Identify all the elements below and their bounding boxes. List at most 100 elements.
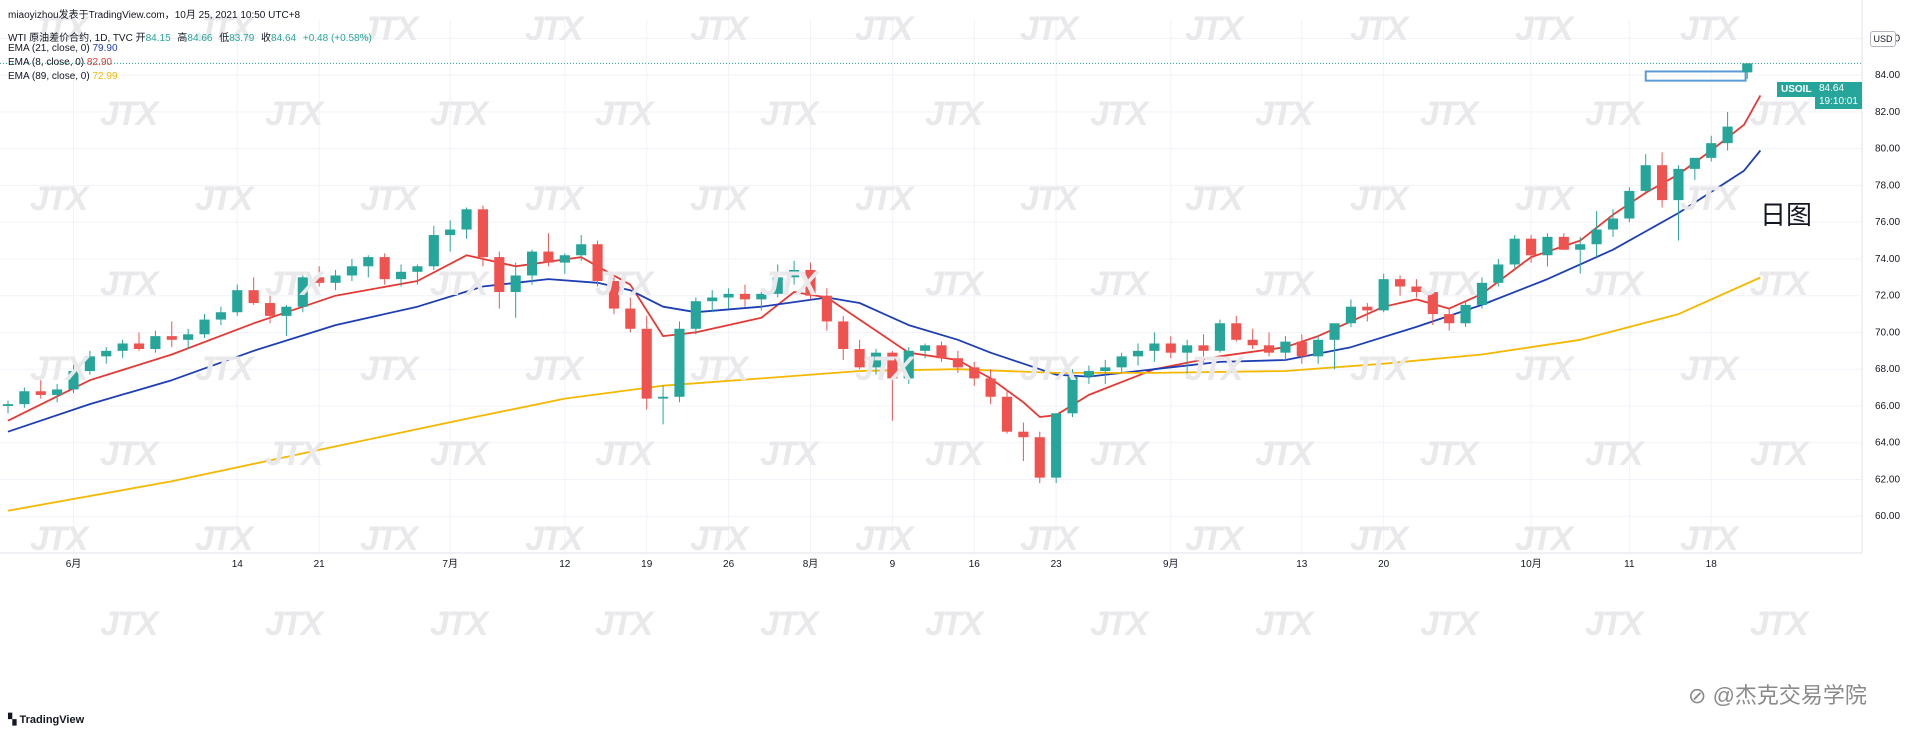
time-tick-label: 23 <box>1051 559 1063 570</box>
watermark-text: JTX <box>690 350 748 388</box>
candle-body <box>887 352 898 379</box>
watermark-text: JTX <box>1185 350 1243 388</box>
symbol-ohlc-line: WTI 原油差价合约, 1D, TVC 开84.15 高84.66 低83.79… <box>8 29 372 44</box>
time-tick-label: 18 <box>1706 559 1718 570</box>
watermark-text: JTX <box>100 435 158 473</box>
candle-body <box>543 251 554 263</box>
candle-body <box>379 257 390 280</box>
candle-body <box>1001 396 1013 432</box>
watermark-text: JTX <box>1255 435 1313 473</box>
indicator-label: EMA (89, close, 0) <box>8 71 90 82</box>
watermark-text: JTX <box>690 10 748 48</box>
watermark-text: JTX <box>690 180 748 218</box>
watermark-text: JTX <box>525 350 583 388</box>
watermark-text: JTX <box>30 350 88 388</box>
watermark-text: JTX <box>100 95 158 133</box>
candle-body <box>1607 218 1619 230</box>
candle-body <box>1378 279 1389 311</box>
watermark-text: JTX <box>1090 265 1148 303</box>
time-tick-label: 13 <box>1296 559 1308 570</box>
candle-body <box>559 255 570 263</box>
candle-body <box>395 271 407 280</box>
watermark-text: JTX <box>1020 180 1078 218</box>
candle-body <box>1051 413 1062 478</box>
watermark-text: JTX <box>30 10 88 48</box>
candle-body <box>1247 339 1258 346</box>
watermark-text: JTX <box>760 95 818 133</box>
watermark-text: JTX <box>1585 605 1643 643</box>
candle-body <box>1476 282 1488 305</box>
time-tick-label: 21 <box>314 559 326 570</box>
candle-body <box>84 356 95 372</box>
price-tick-label: 66.00 <box>1875 401 1900 412</box>
candle-body <box>739 293 751 300</box>
candle-body <box>330 275 341 283</box>
watermark-text: JTX <box>925 435 983 473</box>
candle-body <box>1444 314 1455 324</box>
candle-body <box>297 277 308 307</box>
candle-body <box>1083 371 1094 377</box>
watermark-text: JTX <box>525 180 583 218</box>
watermark-text: JTX <box>1185 180 1243 218</box>
watermark-text: JTX <box>360 520 418 558</box>
tradingview-logo-icon: ▚ <box>8 714 17 726</box>
candle-body <box>1722 126 1733 144</box>
price-tick-label: 60.00 <box>1875 511 1900 522</box>
price-tick-label: 82.00 <box>1875 107 1900 118</box>
time-tick-label: 7月 <box>442 558 458 570</box>
candle-body <box>117 343 128 351</box>
high-value: 84.66 <box>187 33 213 44</box>
candle-body <box>1509 238 1520 265</box>
candle-body <box>1542 236 1553 256</box>
candle-body <box>1198 345 1209 351</box>
watermark-text: JTX <box>1020 520 1078 558</box>
indicator-ema89[interactable]: EMA (89, close, 0) 72.99 <box>8 71 118 82</box>
watermark-text: JTX <box>195 520 253 558</box>
indicator-ema8[interactable]: EMA (8, close, 0) 82.90 <box>8 57 112 68</box>
tradingview-logo[interactable]: ▚ TradingView <box>8 713 84 726</box>
watermark-text: JTX <box>1515 350 1573 388</box>
candle-body <box>248 290 259 304</box>
price-tag-price: 84.64 <box>1819 83 1845 94</box>
low-label: 低 <box>219 33 230 44</box>
watermark-text: JTX <box>1680 180 1738 218</box>
indicator-ema21[interactable]: EMA (21, close, 0) 79.90 <box>8 43 118 54</box>
candle-body <box>166 336 177 340</box>
candle-body <box>445 229 456 236</box>
watermark-text: JTX <box>1350 520 1408 558</box>
candle-body <box>1657 165 1668 201</box>
time-tick-label: 6月 <box>66 558 82 570</box>
watermark-text: JTX <box>855 350 913 388</box>
price-tick-label: 84.00 <box>1875 70 1900 81</box>
watermark-text: JTX <box>1420 605 1478 643</box>
watermark-text: JTX <box>1420 435 1478 473</box>
candle-body <box>1018 431 1029 438</box>
watermark-text: JTX <box>1680 350 1738 388</box>
watermark-text: JTX <box>1420 265 1478 303</box>
open-label: 开 <box>135 33 146 44</box>
candle-body <box>1742 63 1753 73</box>
watermark-text: JTX <box>1090 605 1148 643</box>
watermark-text: JTX <box>525 520 583 558</box>
candle-body <box>952 358 963 368</box>
watermark-text: JTX <box>1750 605 1808 643</box>
candle-body <box>1296 341 1307 357</box>
symbol-name[interactable]: WTI 原油差价合约, 1D, TVC <box>8 33 133 44</box>
candle-body <box>215 312 226 320</box>
close-label: 收 <box>261 33 272 44</box>
timeframe-annotation: 日图 <box>1760 200 1813 230</box>
indicator-label: EMA (21, close, 0) <box>8 43 90 54</box>
candle-body <box>1132 350 1144 357</box>
candle-body <box>1100 367 1111 372</box>
price-tick-label: 70.00 <box>1875 327 1900 338</box>
price-tag-symbol: USOIL <box>1777 82 1816 97</box>
candle-body <box>1116 356 1127 368</box>
watermark-text: JTX <box>1090 95 1148 133</box>
candle-body <box>526 251 538 276</box>
publisher-line: miaoyizhou发表于TradingView.com，10月 25, 202… <box>8 10 301 21</box>
currency-unit-badge[interactable]: USD <box>1870 31 1896 47</box>
candle-body <box>2 404 14 406</box>
watermark-text: JTX <box>1255 605 1313 643</box>
candle-body <box>1689 157 1700 169</box>
